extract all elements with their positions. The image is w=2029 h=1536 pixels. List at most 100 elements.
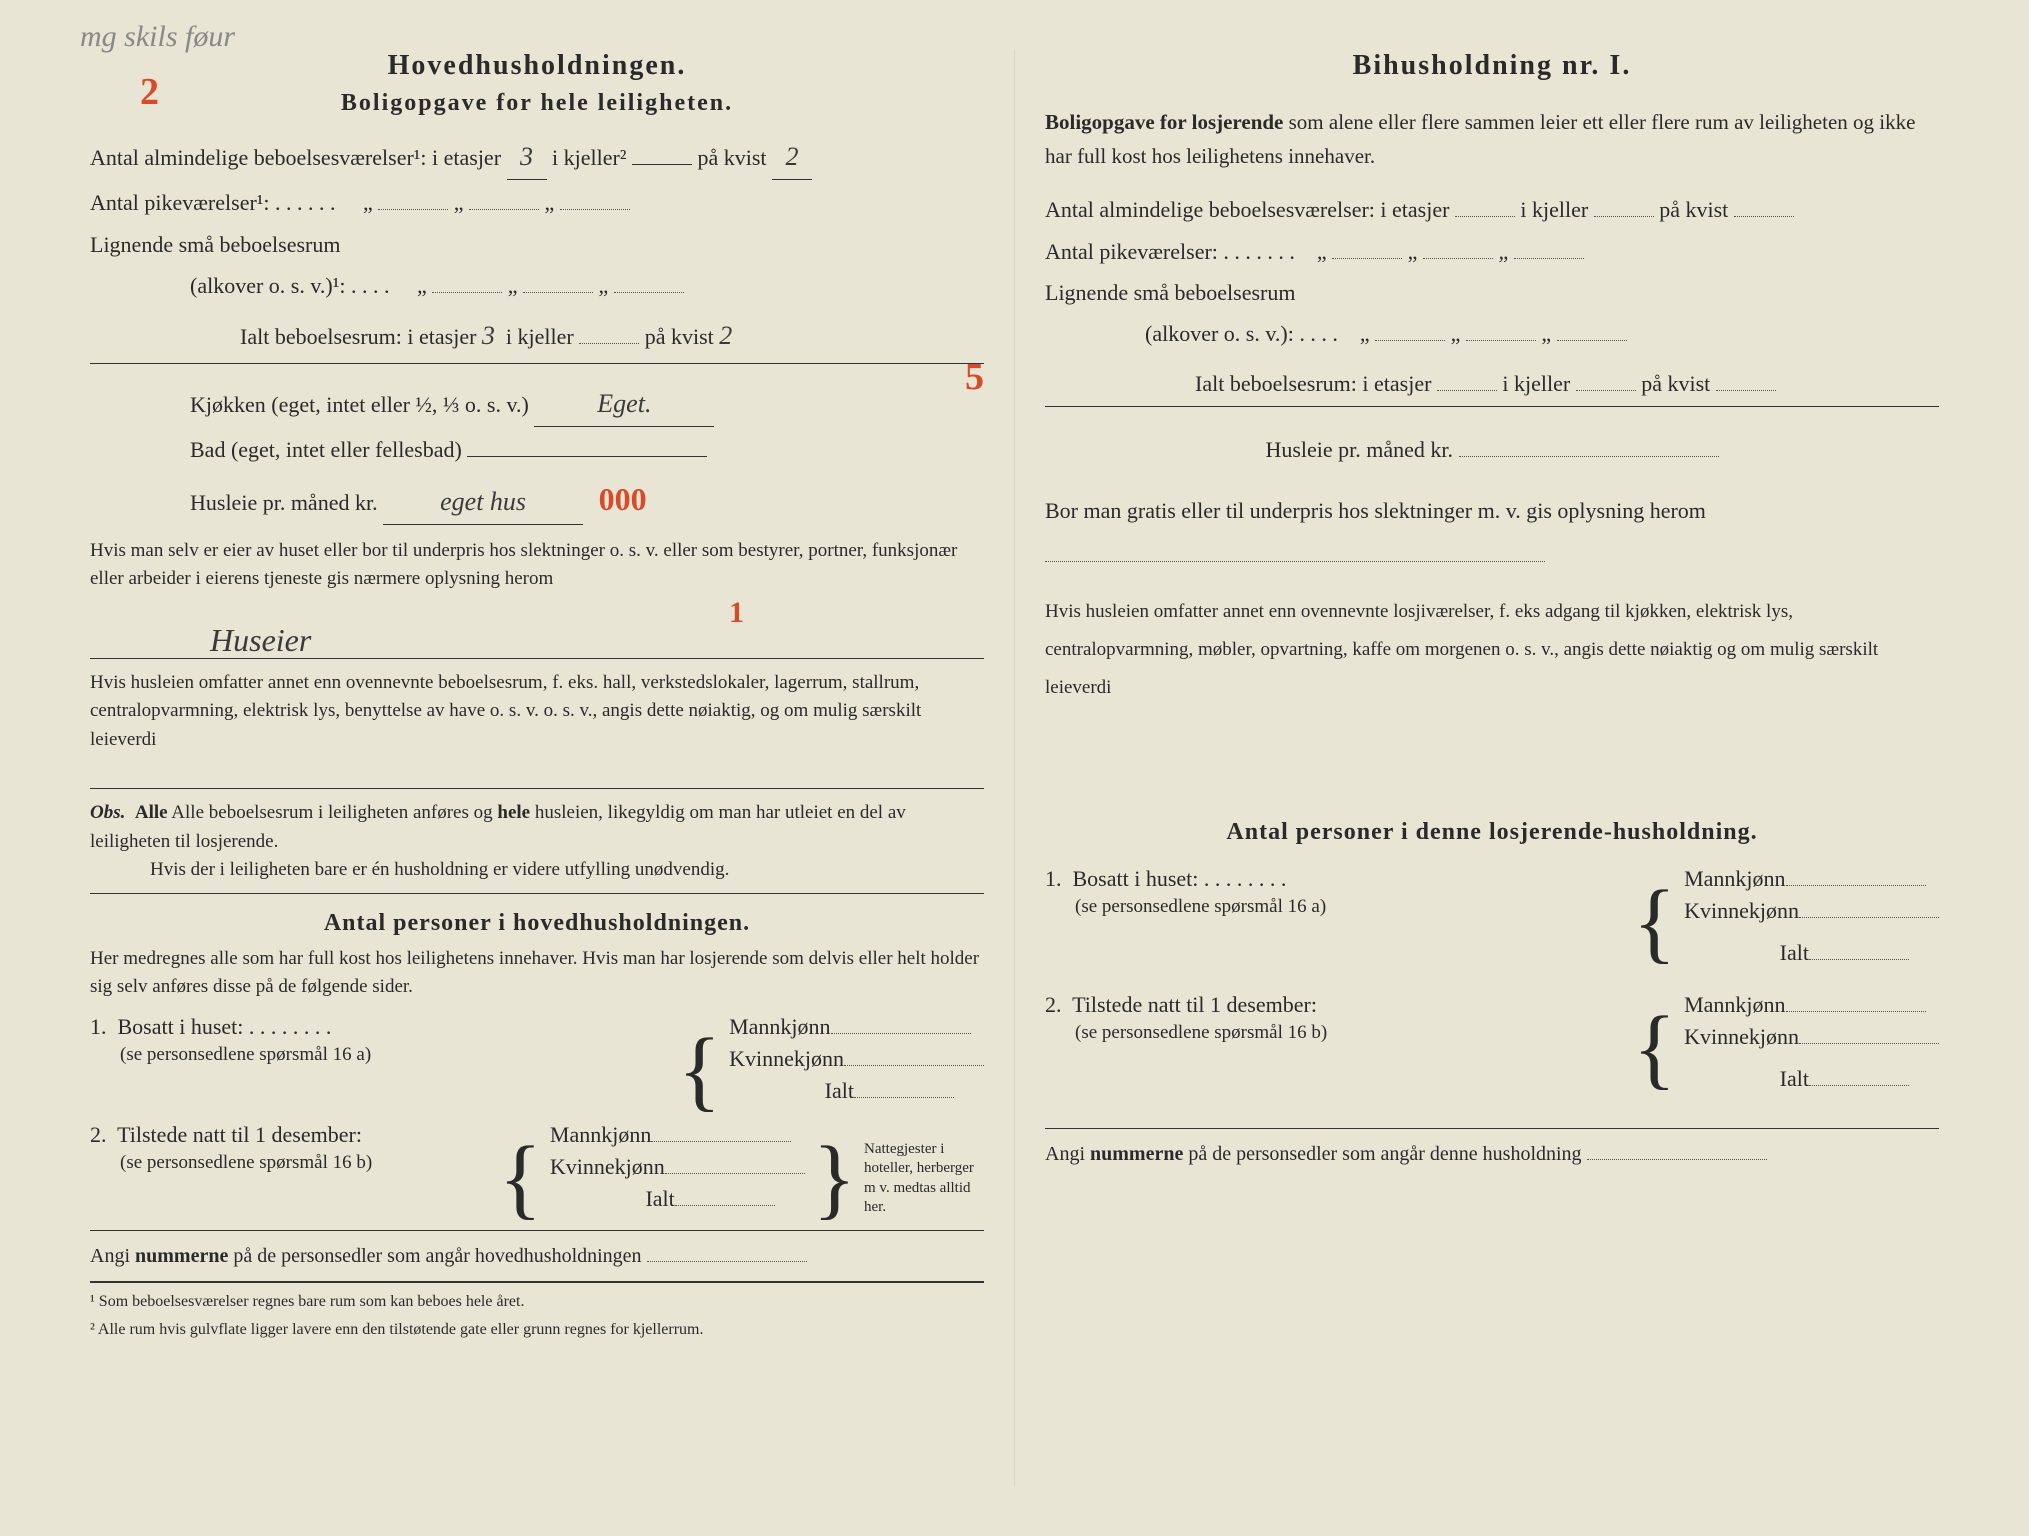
dots: . . . . . . . bbox=[1223, 239, 1295, 264]
line-kjokken: Kjøkken (eget, intet eller ½, ⅓ o. s. v.… bbox=[90, 382, 984, 427]
line-bad: Bad (eget, intet eller fellesbad) bbox=[90, 431, 984, 468]
label: i kjeller² bbox=[552, 145, 626, 170]
ditto: „ bbox=[508, 273, 518, 298]
label: Ialt beboelsesrum: i etasjer bbox=[240, 324, 476, 349]
val-kjokken: Eget. bbox=[534, 382, 714, 427]
line-alkover-label: Lignende små beboelsesrum bbox=[90, 226, 984, 263]
label-bold: nummerne bbox=[1090, 1143, 1183, 1165]
label-bold: nummerne bbox=[135, 1245, 228, 1267]
section-antal-intro: Her medregnes alle som har full kost hos… bbox=[90, 945, 984, 1002]
mann-label: Mannkjønn bbox=[550, 1122, 651, 1147]
r-row-tilstede: 2. Tilstede natt til 1 desember: (se per… bbox=[1045, 992, 1939, 1098]
r-husleie: Husleie pr. måned kr. bbox=[1045, 431, 1939, 468]
label: Bosatt i huset: . . . . . . . . bbox=[118, 1014, 332, 1039]
section-antal-title: Antal personer i hovedhusholdningen. bbox=[90, 910, 984, 937]
kvinne-label: Kvinnekjønn bbox=[1684, 1024, 1799, 1049]
label: på kvist bbox=[1641, 371, 1710, 396]
sublabel: (se personsedlene spørsmål 16 b) bbox=[90, 1152, 372, 1173]
left-title-main: Hovedhusholdningen. bbox=[90, 50, 984, 82]
label: Husleie pr. måned kr. bbox=[190, 490, 378, 515]
mann-label: Mannkjønn bbox=[729, 1014, 830, 1039]
ditto: „ bbox=[1408, 239, 1418, 264]
label: på kvist bbox=[1659, 197, 1728, 222]
kvinne-label: Kvinnekjønn bbox=[550, 1154, 665, 1179]
footnote-1: ¹ Som beboelsesværelser regnes bare rum … bbox=[90, 1293, 984, 1311]
label: Angi bbox=[90, 1245, 130, 1267]
divider bbox=[90, 1281, 984, 1283]
ditto: „ bbox=[417, 273, 427, 298]
r-line-alkover-label: Lignende små beboelsesrum bbox=[1045, 274, 1939, 311]
right-title-main: Bihusholdning nr. I. bbox=[1045, 50, 1939, 82]
label: Bosatt i huset: . . . . . . . . bbox=[1073, 866, 1287, 891]
val-etasjer: 3 bbox=[507, 135, 547, 180]
label: Antal pikeværelser: bbox=[1045, 239, 1218, 264]
red-note-1: 1 bbox=[729, 596, 744, 630]
divider bbox=[1045, 1128, 1939, 1129]
pencil-note-top: mg skils føur bbox=[80, 20, 235, 54]
ditto: „ bbox=[1498, 239, 1508, 264]
intro-bold: Boligopgave for losjerende bbox=[1045, 110, 1283, 134]
brace-icon: } bbox=[813, 1152, 856, 1206]
num: 1. bbox=[90, 1014, 107, 1039]
red-note-000: 000 bbox=[599, 481, 647, 517]
sublabel: (se personsedlene spørsmål 16 b) bbox=[1045, 1022, 1327, 1043]
left-page: mg skils føur 2 Hovedhusholdningen. Boli… bbox=[60, 50, 1015, 1486]
label: i kjeller bbox=[506, 324, 574, 349]
row-bosatt: 1. Bosatt i huset: . . . . . . . . (se p… bbox=[90, 1014, 984, 1110]
label: i kjeller bbox=[1520, 197, 1588, 222]
val-kjeller bbox=[632, 164, 692, 165]
ditto: „ bbox=[1360, 321, 1370, 346]
left-title-sub: Boligopgave for hele leiligheten. bbox=[90, 90, 984, 117]
right-page: Bihusholdning nr. I. Boligopgave for los… bbox=[1015, 50, 1969, 1486]
label: Bad (eget, intet eller fellesbad) bbox=[190, 437, 462, 462]
ditto: „ bbox=[363, 190, 373, 215]
label: Tilstede natt til 1 desember: bbox=[1072, 992, 1317, 1017]
label: på de personsedler som angår denne husho… bbox=[1188, 1143, 1581, 1165]
ialt-label: Ialt bbox=[645, 1186, 674, 1211]
line-alkover: (alkover o. s. v.)¹: . . . . „ „ „ bbox=[90, 267, 984, 304]
footnote-2: ² Alle rum hvis gulvflate ligger lavere … bbox=[90, 1321, 984, 1339]
label: på kvist bbox=[697, 145, 766, 170]
label: Antal pikeværelser¹: bbox=[90, 190, 270, 215]
brace-icon: { bbox=[1633, 896, 1676, 950]
ditto: „ bbox=[1451, 321, 1461, 346]
obs-block: Obs. Alle Alle beboelsesrum i leilighete… bbox=[90, 799, 984, 885]
text: Bor man gratis eller til underpris hos s… bbox=[1045, 498, 1706, 523]
label: Tilstede natt til 1 desember: bbox=[117, 1122, 362, 1147]
ditto: „ bbox=[454, 190, 464, 215]
r-para1: Bor man gratis eller til underpris hos s… bbox=[1045, 489, 1939, 577]
r-row-bosatt: 1. Bosatt i huset: . . . . . . . . (se p… bbox=[1045, 866, 1939, 972]
ditto: „ bbox=[1317, 239, 1327, 264]
label: i kjeller bbox=[1502, 371, 1570, 396]
label: på kvist bbox=[645, 324, 714, 349]
para-husleie-annet: Hvis husleien omfatter annet enn ovennev… bbox=[90, 669, 984, 755]
label: (alkover o. s. v.): bbox=[1145, 321, 1294, 346]
label: Husleie pr. måned kr. bbox=[1265, 437, 1453, 462]
r-line-pike: Antal pikeværelser: . . . . . . . „ „ „ bbox=[1045, 233, 1939, 270]
natt-note: Nattegjester i hoteller, herberger m v. … bbox=[864, 1122, 984, 1218]
r-line-ialt: Ialt beboelsesrum: i etasjer i kjeller p… bbox=[1045, 365, 1939, 407]
r-section-title: Antal personer i denne losjerende-hushol… bbox=[1045, 819, 1939, 846]
line-pikevaerelser: Antal pikeværelser¹: . . . . . . „ „ „ bbox=[90, 184, 984, 221]
ditto: „ bbox=[1541, 321, 1551, 346]
dots: . . . . bbox=[1299, 321, 1338, 346]
red-note-5: 5 bbox=[965, 355, 984, 399]
kvinne-label: Kvinnekjønn bbox=[1684, 898, 1799, 923]
dots: . . . . . . bbox=[275, 190, 336, 215]
row-tilstede: 2. Tilstede natt til 1 desember: (se per… bbox=[90, 1122, 984, 1218]
divider bbox=[90, 893, 984, 894]
right-intro: Boligopgave for losjerende som alene ell… bbox=[1045, 106, 1939, 173]
obs-text: Hvis der i leiligheten bare er én hushol… bbox=[90, 859, 729, 880]
r-angi-line: Angi nummerne på de personsedler som ang… bbox=[1045, 1137, 1939, 1171]
ditto: „ bbox=[545, 190, 555, 215]
ialt-label: Ialt bbox=[825, 1078, 854, 1103]
obs-label: Obs. bbox=[90, 802, 125, 823]
label: Kjøkken (eget, intet eller ½, ⅓ o. s. v.… bbox=[190, 392, 529, 417]
ditto: „ bbox=[599, 273, 609, 298]
para-eier: Hvis man selv er eier av huset eller bor… bbox=[90, 537, 984, 594]
sublabel: (se personsedlene spørsmål 16 a) bbox=[1045, 896, 1326, 917]
num: 1. bbox=[1045, 866, 1062, 891]
mann-label: Mannkjønn bbox=[1684, 866, 1785, 891]
r-para2: Hvis husleien omfatter annet enn ovennev… bbox=[1045, 593, 1939, 707]
val-huseier: Huseier bbox=[210, 622, 311, 659]
